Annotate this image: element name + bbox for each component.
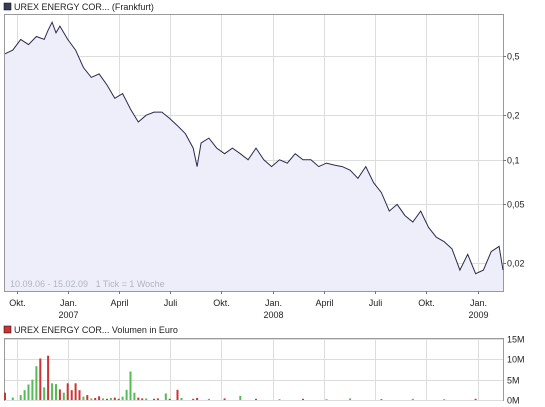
date-x-axis: Okt. Jan. 2007 April Juli Okt. Jan. 2008 April Ju… — [9, 291, 489, 320]
volume-y-tick-label: 15M — [507, 335, 525, 345]
volume-bar — [153, 398, 155, 400]
volume-bar — [78, 390, 81, 400]
volume-bar — [349, 398, 352, 400]
volume-legend: UREX ENERGY COR... Volumen in Euro — [3, 325, 178, 335]
x-tick-label: Jan. — [60, 298, 77, 308]
volume-plot-frame — [4, 338, 504, 401]
volume-bar — [62, 392, 65, 400]
x-tick-label: April — [315, 298, 333, 308]
x-tick-label: Juli — [369, 298, 383, 308]
volume-bar — [164, 393, 167, 400]
volume-bar — [66, 383, 69, 400]
volume-bar — [94, 398, 97, 400]
volume-bar — [325, 399, 328, 400]
x-tick-label: Okt. — [418, 298, 435, 308]
volume-legend-label: UREX ENERGY COR... Volumen in Euro — [14, 325, 178, 335]
volume-bar — [27, 384, 30, 400]
volume-legend-swatch — [3, 325, 12, 334]
volume-bar — [156, 398, 159, 400]
price-y-axis: 0,5 0,2 0,1 0,05 0,02 — [503, 52, 525, 269]
x-tick-label: Okt. — [213, 298, 230, 308]
volume-bar — [255, 398, 257, 400]
y-tick-label: 0,2 — [507, 111, 520, 121]
volume-bar — [141, 398, 144, 400]
volume-bar — [43, 387, 46, 400]
volume-bar — [47, 355, 50, 400]
period-note: 10.09.06 - 15.02.09 1 Tick = 1 Woche — [10, 279, 165, 289]
volume-bar — [4, 392, 6, 400]
volume-bar — [121, 396, 124, 400]
volume-bars — [4, 355, 477, 400]
volume-bar — [109, 398, 112, 400]
volume-bar — [86, 395, 89, 400]
volume-bar — [302, 398, 304, 400]
volume-bar — [168, 398, 171, 400]
volume-y-tick-label: 0M — [507, 396, 520, 406]
volume-bar — [51, 383, 54, 400]
volume-bar — [58, 389, 61, 400]
volume-y-axis: 0M 5M 10M 15M — [507, 335, 525, 406]
volume-bar — [474, 398, 477, 400]
volume-bar — [90, 398, 93, 400]
x-tick-label: Juli — [164, 298, 178, 308]
volume-bar — [70, 390, 73, 400]
volume-y-tick-label: 5M — [507, 376, 520, 386]
volume-bar — [31, 379, 34, 400]
volume-bar — [411, 398, 414, 400]
volume-bar — [207, 398, 210, 400]
volume-bar — [82, 396, 85, 400]
volume-y-tick-label: 10M — [507, 355, 525, 365]
y-tick-label: 0,05 — [507, 200, 525, 210]
volume-bar — [133, 392, 136, 400]
volume-bar — [117, 398, 120, 400]
volume-bar — [239, 395, 242, 400]
volume-bar — [129, 371, 132, 400]
x-tick-label: Jan. — [265, 298, 282, 308]
y-tick-label: 0,1 — [507, 156, 520, 166]
x-tick-label: Jan. — [470, 298, 487, 308]
volume-bar — [176, 389, 179, 400]
volume-bar — [11, 397, 14, 400]
x-tick-label: Okt. — [9, 298, 26, 308]
volume-bar — [55, 384, 57, 400]
price-legend-label: UREX ENERGY COR... (Frankfurt) — [14, 2, 154, 12]
volume-grid — [5, 339, 503, 401]
price-line — [4, 20, 504, 275]
price-area — [5, 22, 503, 291]
y-tick-label: 0,5 — [507, 52, 520, 62]
price-legend-swatch — [3, 2, 12, 11]
volume-bar — [223, 398, 226, 400]
x-tick-year: 2008 — [263, 310, 283, 320]
volume-bar — [39, 358, 42, 400]
volume-bar — [145, 398, 148, 400]
volume-bar — [106, 398, 108, 400]
volume-bar — [98, 396, 101, 400]
x-tick-year: 2007 — [58, 310, 78, 320]
volume-bar — [74, 383, 77, 400]
volume-bar — [113, 397, 116, 400]
volume-bar — [19, 395, 22, 400]
x-tick-year: 2009 — [468, 310, 488, 320]
volume-bar — [137, 397, 140, 400]
volume-bar — [443, 399, 446, 400]
volume-bar — [35, 366, 38, 400]
volume-bar — [196, 398, 199, 400]
volume-bar — [102, 398, 104, 400]
price-legend: UREX ENERGY COR... (Frankfurt) — [3, 2, 154, 12]
volume-bar — [278, 399, 281, 400]
volume-bar — [180, 398, 183, 400]
x-tick-label: April — [110, 298, 128, 308]
volume-bar — [192, 398, 195, 400]
volume-bar — [125, 389, 128, 400]
volume-bar — [380, 399, 383, 400]
y-tick-label: 0,02 — [507, 259, 525, 269]
volume-bar — [23, 390, 26, 400]
